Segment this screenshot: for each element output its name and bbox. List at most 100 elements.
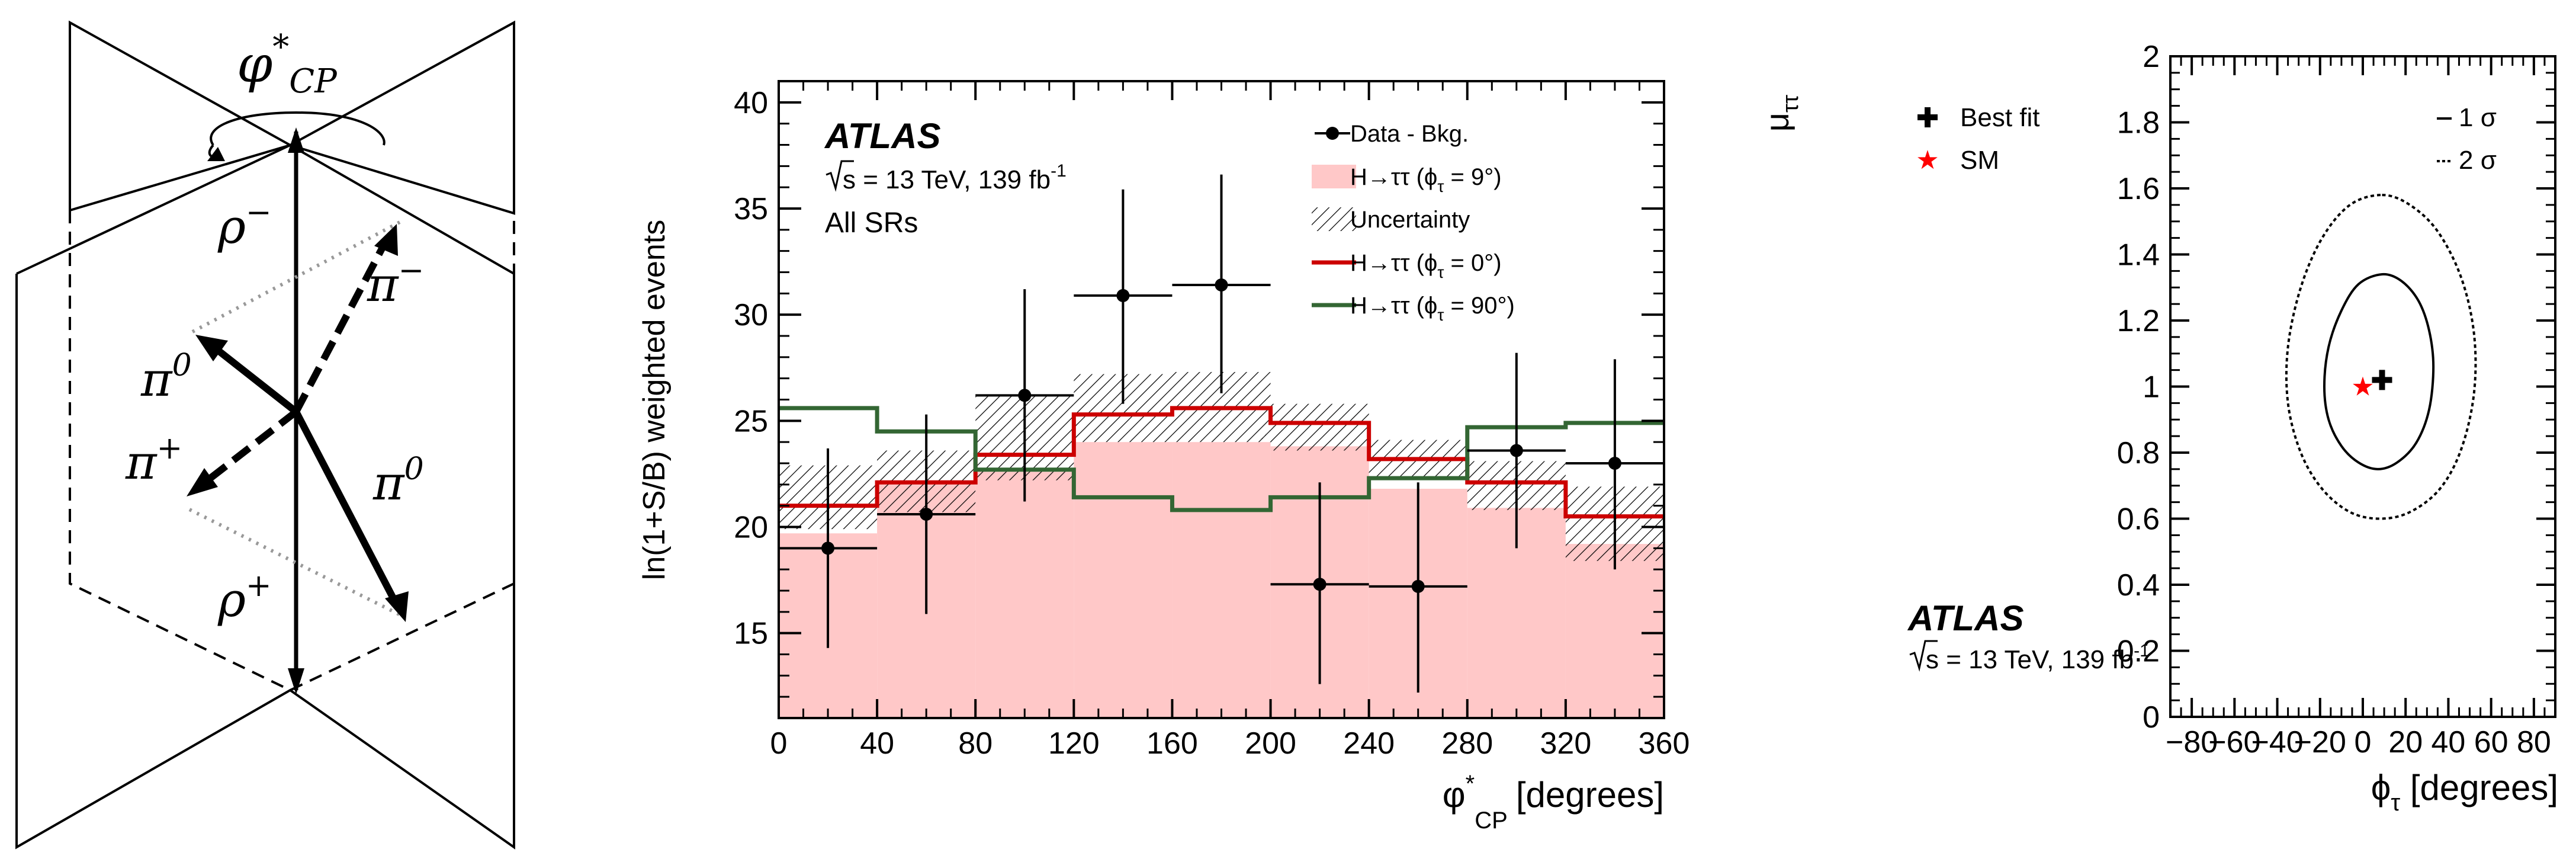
y-tick-label: 15 xyxy=(734,617,768,651)
y-tick-label: 1 xyxy=(2143,370,2160,405)
histogram-ylabel: ln(1+S/B) weighted events xyxy=(637,220,672,580)
histogram-region-label: All SRs xyxy=(825,207,918,239)
data-point xyxy=(1313,578,1326,591)
x-tick-label: −80 xyxy=(2166,725,2218,760)
x-tick-label: −60 xyxy=(2208,725,2260,760)
y-tick-label: 1.4 xyxy=(2117,238,2160,273)
histogram-xlabel: φ*CP[degrees] xyxy=(1443,771,1664,834)
pi0-right-label: π0 xyxy=(372,451,424,511)
upper-decay-plane xyxy=(69,20,515,215)
pi-minus-label: π− xyxy=(367,253,424,312)
y-tick-label: 1.8 xyxy=(2117,106,2160,140)
x-tick-label: 0 xyxy=(770,726,788,761)
data-point xyxy=(920,508,933,521)
histogram-energy-label: s = 13 TeV, 139 fb-1 xyxy=(826,160,1067,194)
x-tick-label: 280 xyxy=(1441,726,1493,761)
step-line-phi-90 xyxy=(779,406,1664,512)
step-line-phi-0 xyxy=(779,406,1664,519)
mu-phi-contour-plot: ★ −80−60−40−20 0 20 40 60 80 0 0.2 0.4 0.6 0.8 1 1.2… xyxy=(1758,40,2558,816)
y-tick-label: 0.6 xyxy=(2117,502,2160,537)
pi0-left-arrow xyxy=(211,344,298,415)
rho-plus-label: ρ+ xyxy=(217,568,272,627)
data-point xyxy=(1411,579,1425,593)
histogram-plot-area xyxy=(779,174,1664,718)
best-fit-legend-marker xyxy=(1917,107,1938,127)
rho-minus-label: ρ− xyxy=(217,195,272,254)
x-tick-label: 200 xyxy=(1245,726,1296,761)
contour-atlas-label: ATLAS xyxy=(1907,598,2024,638)
x-tick-label: 80 xyxy=(2517,725,2551,760)
y-tick-label: 1.2 xyxy=(2117,304,2160,338)
arrowhead-up xyxy=(288,127,304,153)
contour-xlabel: ϕτ [degrees] xyxy=(2371,768,2558,816)
x-tick-label: 40 xyxy=(2432,725,2466,760)
x-tick-label: 120 xyxy=(1048,726,1100,761)
phi-cp-histogram: 0 40 80 120 160 200 240 280 320 360 15 20 25 30 35 40 l… xyxy=(637,80,1690,834)
lower-decay-plane xyxy=(15,143,515,850)
decay-plane-diagram: φ*CP ρ− ρ+ π− π+ π0 π0 xyxy=(15,20,515,850)
data-point xyxy=(1509,444,1523,457)
legend-label: Uncertainty xyxy=(1350,207,1470,233)
legend-uncertainty-swatch xyxy=(1312,207,1356,231)
x-tick-label: 160 xyxy=(1146,726,1198,761)
x-tick-label: −20 xyxy=(2294,725,2346,760)
sqrt-sign xyxy=(1909,640,1938,672)
y-tick-label: 25 xyxy=(734,404,768,438)
best-fit-marker xyxy=(2372,370,2392,390)
x-tick-label: 360 xyxy=(1639,726,1690,761)
x-tick-label: 80 xyxy=(958,726,993,761)
contour-plot-area: ★ xyxy=(2285,194,2477,520)
rotation-arrowhead xyxy=(207,147,225,161)
svg-text:s = 13 TeV, 139 fb-1: s = 13 TeV, 139 fb-1 xyxy=(843,161,1067,194)
signal-fill-bar xyxy=(975,472,1074,718)
histogram-legend: Data - Bkg. H→ττ (ϕτ = 9°) Uncertainty H→ττ… xyxy=(1312,121,1515,324)
svg-text:s = 13 TeV, 139 fb-1: s = 13 TeV, 139 fb-1 xyxy=(1926,641,2150,674)
data-point xyxy=(1116,289,1130,302)
two-sigma-legend-label: 2 σ xyxy=(2459,146,2497,175)
pi-plus-arrow xyxy=(202,409,298,486)
y-tick-label: 1.6 xyxy=(2117,172,2160,206)
one-sigma-legend-label: 1 σ xyxy=(2459,103,2497,132)
y-tick-label: 0.8 xyxy=(2117,436,2160,470)
contour-ylabel: μττ xyxy=(1758,95,1803,132)
legend-signal-swatch xyxy=(1312,165,1356,188)
signal-fill-bar xyxy=(1172,442,1271,718)
y-tick-label: 2 xyxy=(2143,40,2160,74)
x-tick-label: 40 xyxy=(860,726,894,761)
sqrt-sign xyxy=(826,160,854,192)
best-fit-legend-label: Best fit xyxy=(1960,103,2040,132)
pi-minus-arrowhead xyxy=(374,224,398,256)
dotted-line-pi-minus xyxy=(191,220,401,334)
legend-label: H→ττ (ϕτ = 9°) xyxy=(1350,164,1502,196)
sm-marker: ★ xyxy=(2351,372,2374,402)
data-point xyxy=(1215,278,1228,291)
sm-legend-marker: ★ xyxy=(1916,145,1939,175)
histogram-axes: 0 40 80 120 160 200 240 280 320 360 15 20 25 30 35 40 xyxy=(734,81,1690,761)
signal-fill-bar xyxy=(1074,442,1173,718)
phi-cp-label: φ*CP xyxy=(237,28,338,101)
x-tick-label: 320 xyxy=(1540,726,1592,761)
histogram-atlas-label: ATLAS xyxy=(824,116,941,156)
y-tick-label: 0.4 xyxy=(2117,568,2160,603)
arrowhead-down xyxy=(288,668,304,694)
legend-data-marker xyxy=(1326,127,1339,140)
data-point xyxy=(1018,389,1032,402)
contour-axes: −80−60−40−20 0 20 40 60 80 0 0.2 0.4 0.6 0.8 1 1.2 1.… xyxy=(2117,40,2556,760)
best-fit-v xyxy=(2379,370,2385,390)
pi0-right-arrowhead xyxy=(385,591,409,622)
pi0-right-arrow xyxy=(293,410,402,609)
data-point xyxy=(1608,457,1621,470)
y-tick-label: 30 xyxy=(734,298,768,332)
y-tick-label: 20 xyxy=(734,511,768,545)
y-tick-label: 0.2 xyxy=(2117,635,2160,669)
pi0-left-arrowhead xyxy=(195,335,228,361)
y-tick-label: 40 xyxy=(734,86,768,120)
y-tick-label: 0 xyxy=(2143,700,2160,735)
two-sigma-contour xyxy=(2285,194,2477,520)
contour-energy-label: s = 13 TeV, 139 fb-1 xyxy=(1909,640,2150,674)
signal-fill-bar xyxy=(1565,544,1664,718)
x-tick-label: 20 xyxy=(2388,725,2423,760)
x-tick-label: 60 xyxy=(2474,725,2508,760)
x-tick-label: −40 xyxy=(2251,725,2303,760)
